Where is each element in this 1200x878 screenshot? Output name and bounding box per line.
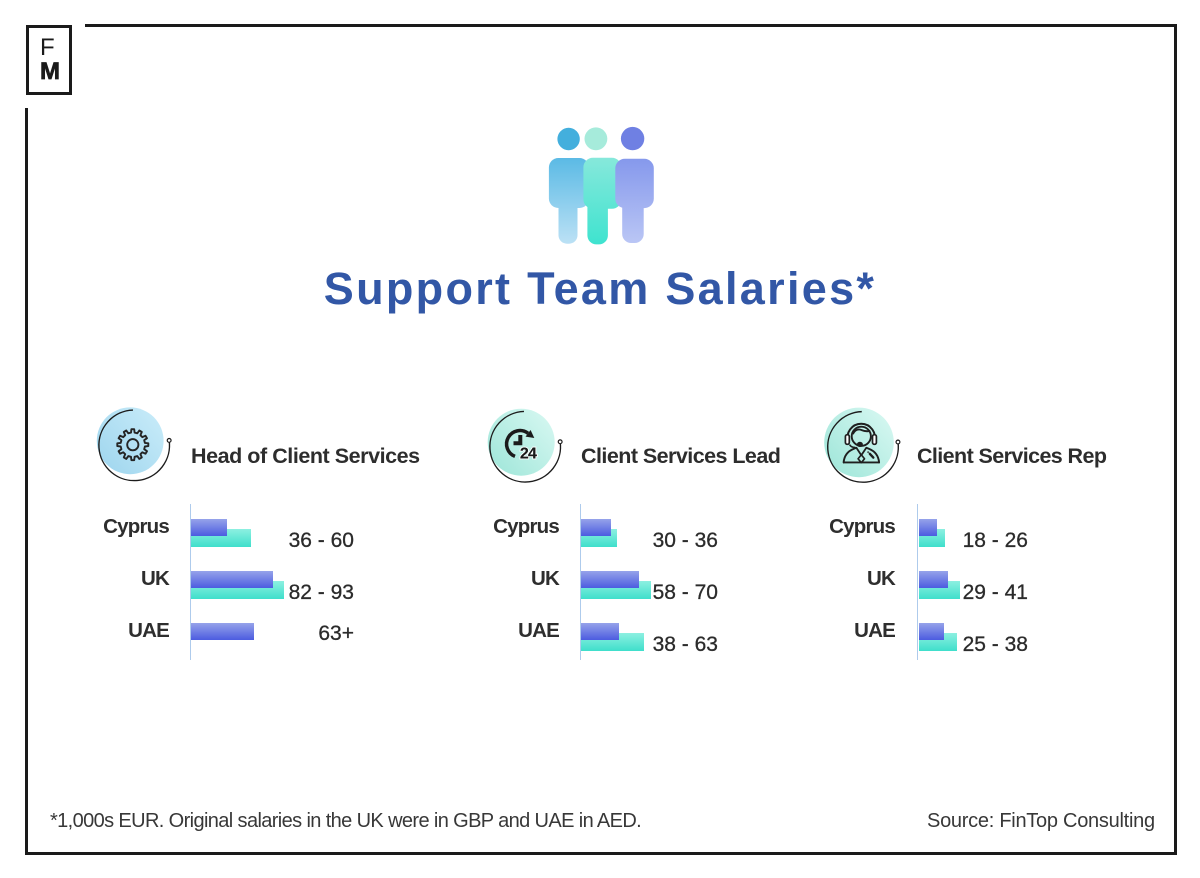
- svg-text:24: 24: [520, 446, 537, 463]
- svg-text:24: 24: [520, 446, 537, 463]
